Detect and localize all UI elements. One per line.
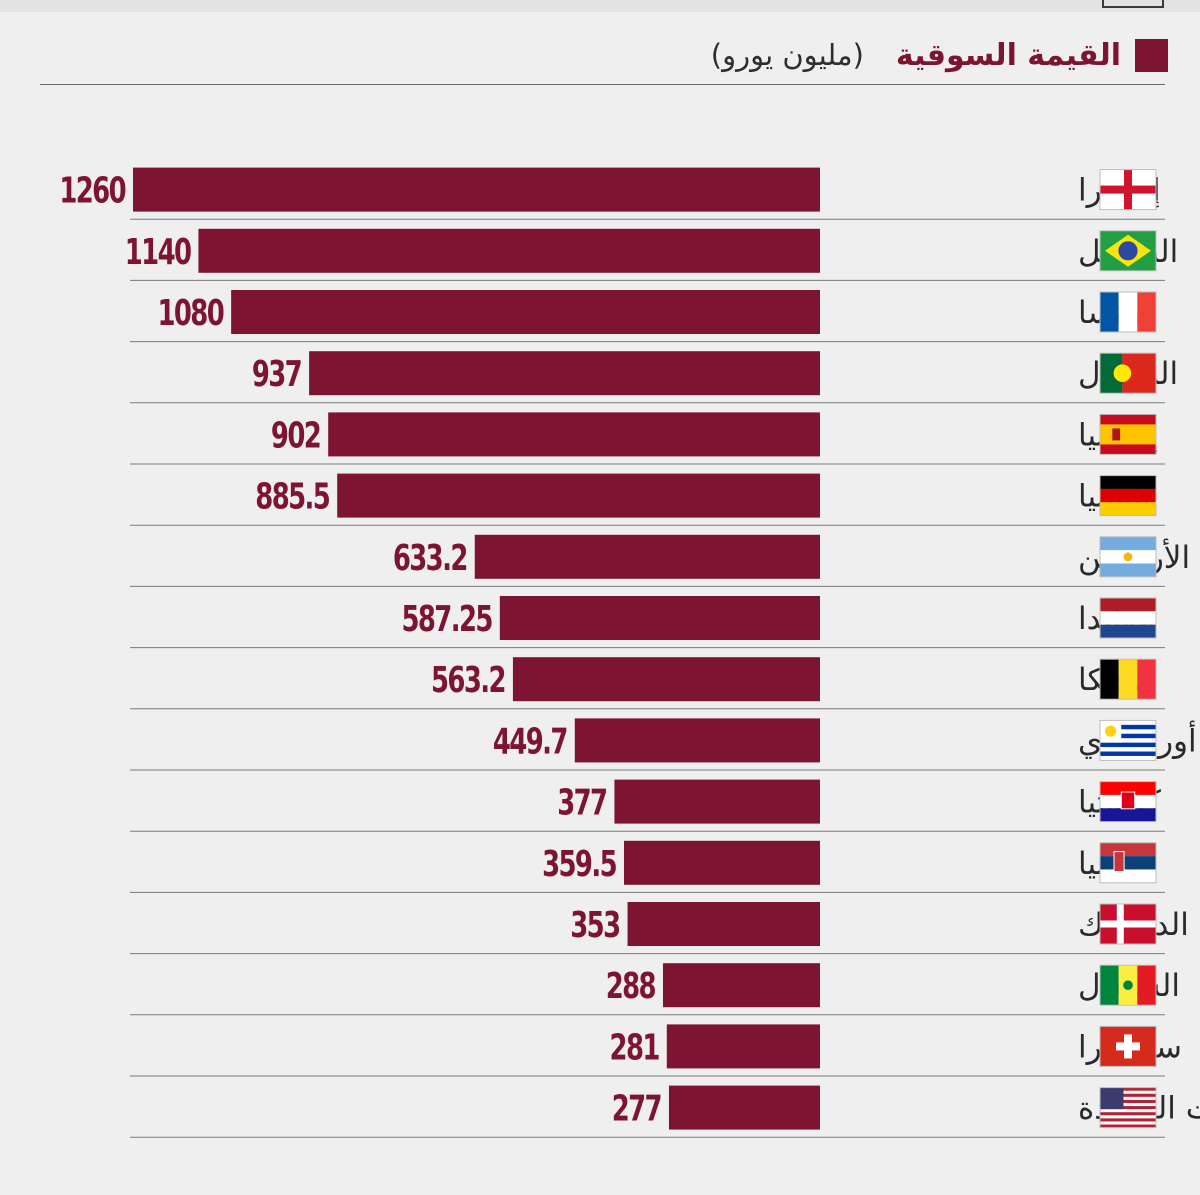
argentina-flag-icon [1099, 536, 1157, 578]
bar [231, 290, 821, 334]
value-label: 377 [557, 781, 607, 823]
uruguay-flag-icon [1099, 719, 1157, 761]
bar [627, 902, 820, 946]
usa-flag-icon [1099, 1087, 1157, 1129]
switzerland-flag-icon [1099, 1025, 1157, 1067]
legend-label: القيمة السوقية [895, 37, 1121, 73]
bar [623, 840, 820, 885]
value-label: 277 [612, 1087, 662, 1129]
value-label: 353 [570, 904, 620, 946]
bar [337, 473, 820, 518]
value-label: 1140 [125, 231, 191, 273]
value-label: 885.5 [255, 475, 329, 517]
value-label: 1260 [59, 169, 125, 211]
bar [662, 963, 820, 1008]
bar [328, 412, 820, 457]
belgium-flag-icon [1099, 658, 1157, 700]
serbia-flag-icon [1099, 842, 1157, 884]
senegal-flag-icon [1099, 964, 1157, 1006]
england-flag-icon [1099, 169, 1157, 211]
legend: القيمة السوقية (مليون يورو) [711, 30, 1168, 80]
bar [499, 596, 820, 640]
legend-swatch [1135, 38, 1168, 72]
france-flag-icon [1099, 291, 1157, 333]
top-band [0, 0, 1200, 12]
bar [474, 534, 820, 579]
header-rule [40, 84, 1165, 85]
value-label: 359.5 [542, 843, 616, 885]
value-label: 449.7 [493, 720, 567, 762]
bar [666, 1024, 820, 1069]
value-label: 563.2 [431, 659, 505, 701]
bar [309, 351, 820, 396]
value-label: 937 [252, 353, 302, 395]
bar [198, 228, 820, 273]
bar [133, 167, 820, 212]
value-label: 633.2 [393, 537, 467, 579]
corner-box [1102, 0, 1164, 8]
bar [574, 718, 820, 763]
brazil-flag-icon [1099, 230, 1157, 272]
germany-flag-icon [1099, 475, 1157, 517]
value-label: 288 [606, 965, 656, 1007]
value-label: 587.25 [401, 598, 492, 640]
spain-flag-icon [1099, 413, 1157, 455]
croatia-flag-icon [1099, 781, 1157, 823]
portugal-flag-icon [1099, 352, 1157, 394]
bar [614, 779, 820, 824]
value-label: 902 [271, 414, 320, 456]
legend-unit: (مليون يورو) [710, 38, 864, 72]
bar [668, 1085, 820, 1130]
denmark-flag-icon [1099, 903, 1157, 945]
bar [512, 657, 820, 702]
value-label: 1080 [157, 292, 223, 334]
netherlands-flag-icon [1099, 597, 1157, 639]
value-label: 281 [610, 1026, 660, 1068]
